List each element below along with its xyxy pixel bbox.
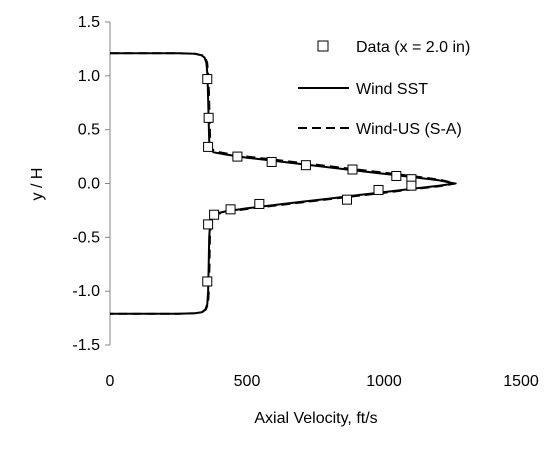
y-tick-label: -0.5: [72, 229, 100, 246]
data-point: [203, 141, 214, 152]
y-tick-label: 1.0: [78, 68, 100, 85]
data-point: [203, 112, 214, 123]
x-axis-title: Axial Velocity, ft/s: [254, 410, 377, 427]
legend-marker-data: [317, 40, 329, 52]
legend: Data (x = 2.0 in) Wind SST Wind-US (S-A): [298, 39, 470, 138]
x-tick-label: 1500: [503, 373, 539, 390]
y-tick-label: 1.5: [78, 14, 100, 31]
data-point: [203, 219, 214, 230]
data-point: [406, 180, 417, 191]
data-point: [266, 156, 277, 167]
data-point: [209, 209, 220, 220]
legend-entry-1: Wind SST: [356, 81, 428, 98]
data-point: [202, 74, 213, 85]
data-point: [300, 160, 311, 171]
legend-entry-0: Data (x = 2.0 in): [356, 39, 470, 56]
series-layer: [110, 52, 457, 315]
data-point: [347, 164, 358, 175]
data-point: [254, 198, 265, 209]
series-line-2: [110, 52, 457, 315]
x-axis: 0 500 1000 1500: [106, 373, 539, 390]
data-point: [373, 184, 384, 195]
data-point: [342, 194, 353, 205]
y-axis: 1.5 1.0 0.5 0.0 -0.5 -1.0 -1.5: [72, 14, 111, 354]
y-axis-title: y / H: [29, 168, 46, 201]
x-tick-label: 0: [106, 373, 115, 390]
legend-entry-2: Wind-US (S-A): [356, 121, 462, 138]
x-tick-label: 1000: [366, 373, 402, 390]
data-point: [232, 151, 243, 162]
y-tick-label: 0.5: [78, 122, 100, 139]
data-point: [202, 276, 213, 287]
y-tick-label: 0.0: [78, 176, 100, 193]
y-tick-label: -1.5: [72, 337, 100, 354]
data-point: [225, 204, 236, 215]
x-tick-label: 500: [234, 373, 261, 390]
data-point: [391, 170, 402, 181]
y-tick-label: -1.0: [72, 283, 100, 300]
